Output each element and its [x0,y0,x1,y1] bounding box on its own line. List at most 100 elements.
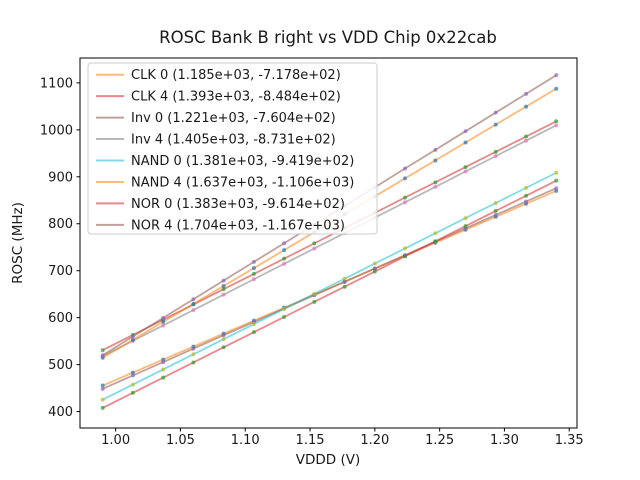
legend-box: CLK 0 (1.185e+03, -7.178e+02) CLK 4 (1.39… [87,62,378,235]
data-point [463,165,468,170]
y-axis-label: ROSC (MHz) [10,202,26,284]
data-point [433,147,438,152]
fit-line-inv-0 [102,187,557,390]
y-tick-label: 500 [48,358,73,373]
data-point [251,271,256,276]
series-layer [100,73,559,410]
data-point [130,390,135,395]
legend-entry-label: CLK 4 (1.393e+03, -8.484e+02) [131,90,341,105]
data-point [372,269,377,274]
data-point [130,337,135,342]
data-point [433,231,438,236]
data-point [221,287,226,292]
data-point [312,299,317,304]
axes-layer: 1.00 1.05 1.10 1.15 1.20 1.25 1.30 1.35 400 500 60… [40,57,584,448]
y-tick-label: 1100 [40,76,73,91]
data-point [342,276,347,281]
data-point [161,367,166,372]
data-point [282,256,287,261]
data-point [221,337,226,342]
data-point [554,186,559,191]
data-point [221,333,226,338]
x-tick-label: 1.25 [425,433,454,448]
data-point [312,246,317,251]
data-point [161,323,166,328]
data-point [100,397,105,402]
data-point [524,199,529,204]
data-point [130,370,135,375]
legend-entry-label: NAND 4 (1.637e+03, -1.106e+03) [131,175,354,190]
x-tick-label: 1.05 [166,433,195,448]
data-point [100,405,105,410]
data-point [463,224,468,229]
data-point [493,154,498,159]
data-point [100,386,105,391]
data-point [342,284,347,289]
y-tick-label: 400 [48,405,73,420]
data-point [463,129,468,134]
data-point [161,319,166,324]
y-tick-label: 900 [48,170,73,185]
data-point [554,73,559,78]
data-point [191,308,196,313]
data-point [372,266,377,271]
legend-entry-label: CLK 0 (1.185e+03, -7.178e+02) [131,68,341,83]
data-point [130,382,135,387]
data-point [312,291,317,296]
data-point [493,200,498,205]
fit-line-nor-0 [102,179,557,409]
x-axis-label: VDDD (V) [296,452,360,468]
data-point [161,375,166,380]
data-point [493,212,498,217]
data-point [100,348,105,353]
data-point [493,122,498,127]
data-point [282,241,287,246]
data-point [282,248,287,253]
data-point [221,345,226,350]
x-tick-label: 1.10 [231,433,260,448]
data-point [251,277,256,282]
legend-entry-label: NOR 0 (1.383e+03, -9.614e+02) [131,197,345,212]
legend-entry-label: Inv 0 (1.221e+03, -7.604e+02) [131,111,336,126]
fit-line-inv-4 [102,124,557,358]
data-point [463,216,468,221]
data-point [493,110,498,115]
data-point [433,180,438,185]
data-point [524,138,529,143]
data-point [282,306,287,311]
data-point [524,91,529,96]
data-point [282,315,287,319]
data-point [191,301,196,306]
data-point [191,346,196,351]
data-point [221,284,226,289]
data-point [493,149,498,154]
x-tick-label: 1.35 [555,433,584,448]
fit-line-nand-0 [102,171,557,401]
data-point [403,176,408,181]
data-point [130,334,135,339]
data-point [403,200,408,205]
y-tick-label: 600 [48,311,73,326]
data-point [524,104,529,109]
y-tick-label: 700 [48,264,73,279]
y-tick-label: 800 [48,217,73,232]
data-point [493,208,498,213]
data-point [524,134,529,139]
data-point [191,360,196,365]
data-point [100,383,105,388]
legend-frame [87,62,378,235]
data-point [403,254,408,259]
data-point [100,353,105,358]
legend-entry-label: Inv 4 (1.405e+03, -8.731e+02) [131,133,336,148]
data-point [130,373,135,378]
x-tick-label: 1.30 [490,433,519,448]
data-point [372,261,377,266]
data-point [221,278,226,283]
x-tick-label: 1.15 [296,433,325,448]
data-point [554,119,559,124]
legend-entry-label: NOR 4 (1.704e+03, -1.167e+03) [131,218,345,233]
data-point [524,185,529,190]
data-point [554,123,559,128]
